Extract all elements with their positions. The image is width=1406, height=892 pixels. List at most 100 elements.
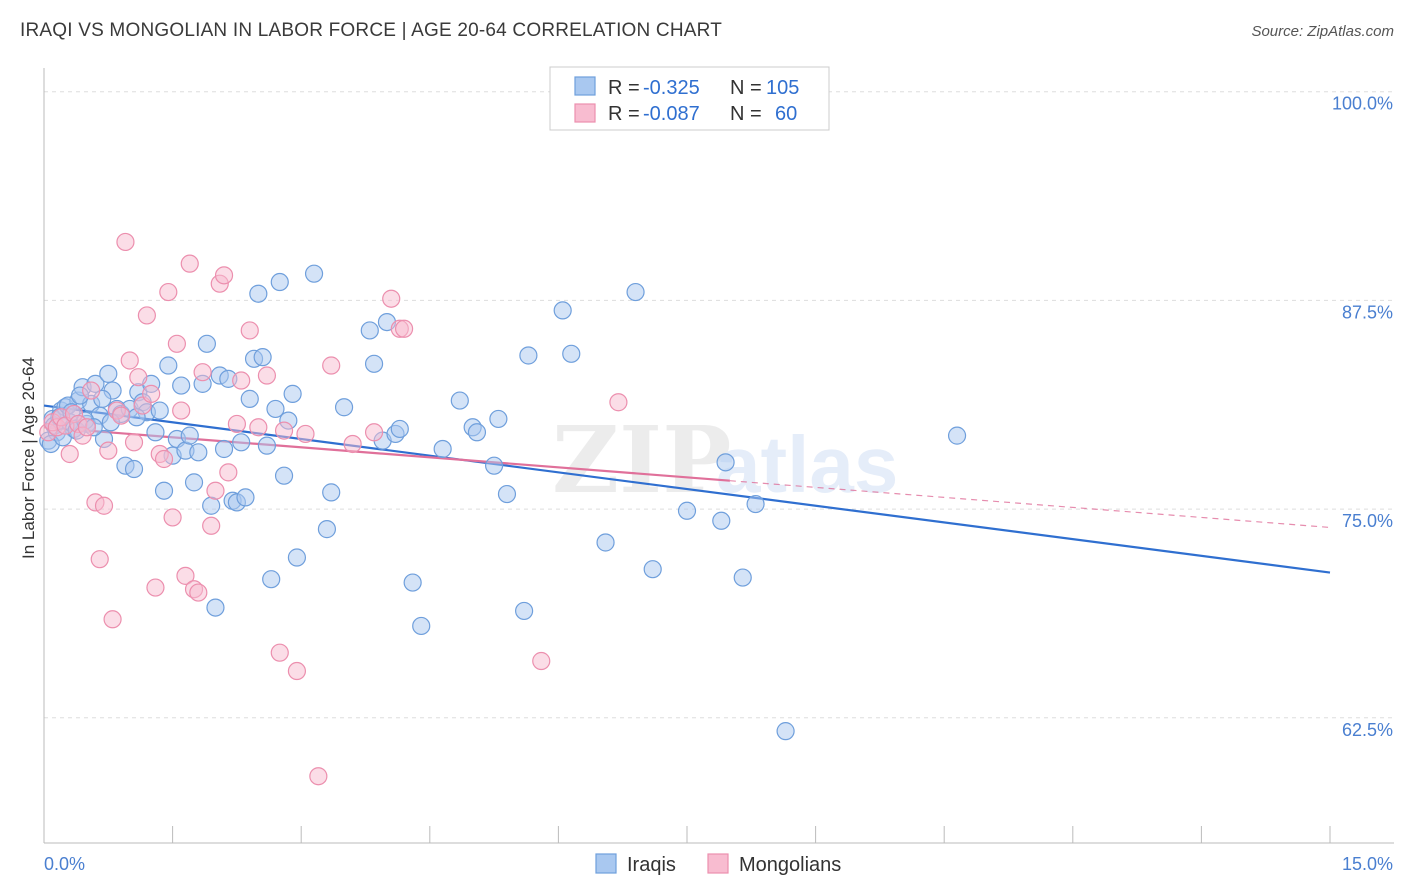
point-mongolians-48 xyxy=(274,421,294,440)
legend-label-mongolians: Mongolians xyxy=(739,854,841,876)
watermark-atlas: atlas xyxy=(716,420,898,509)
stats-n-label-1: N = xyxy=(730,77,762,99)
x-tick-label-1: 15.0% xyxy=(1342,854,1393,874)
point-mongolians-33 xyxy=(180,254,199,273)
point-iraqis-69 xyxy=(412,616,431,636)
point-iraqis-56 xyxy=(283,384,302,403)
point-mongolians-51 xyxy=(309,767,328,786)
point-mongolians-28 xyxy=(159,282,178,302)
y-tick-label-2: 87.5% xyxy=(1342,302,1393,322)
point-iraqis-81 xyxy=(596,533,615,552)
stats-n-value-2: 60 xyxy=(775,103,797,125)
stats-legend: R = -0.325 N = 105 R = -0.087 N = 60 xyxy=(549,66,830,131)
point-iraqis-67 xyxy=(390,419,409,439)
point-iraqis-80 xyxy=(562,344,581,363)
stats-r-value-2: -0.087 xyxy=(643,103,700,125)
point-iraqis-57 xyxy=(287,548,307,567)
point-iraqis-68 xyxy=(403,573,422,592)
point-iraqis-14 xyxy=(99,364,118,383)
point-iraqis-74 xyxy=(485,456,504,475)
point-iraqis-49 xyxy=(253,348,272,367)
point-iraqis-32 xyxy=(180,426,199,445)
point-iraqis-104 xyxy=(150,401,169,420)
point-iraqis-37 xyxy=(202,496,221,515)
point-iraqis-85 xyxy=(712,511,731,530)
point-mongolians-46 xyxy=(257,366,277,385)
source-label: Source: ZipAtlas.com xyxy=(1251,23,1394,40)
point-iraqis-60 xyxy=(322,483,341,502)
stats-r-label-2: R = xyxy=(608,103,640,125)
point-iraqis-50 xyxy=(257,436,277,455)
y-axis-label: In Labor Force | Age 20-64 xyxy=(19,357,38,559)
point-mongolians-24 xyxy=(142,384,161,403)
point-iraqis-44 xyxy=(232,433,251,452)
point-iraqis-38 xyxy=(206,598,225,617)
point-iraqis-46 xyxy=(240,389,259,408)
point-mongolians-38 xyxy=(206,481,225,500)
legend-swatch-mongolians xyxy=(707,853,729,874)
point-mongolians-25 xyxy=(146,578,165,597)
point-mongolians-10 xyxy=(82,381,101,400)
point-iraqis-48 xyxy=(249,284,268,303)
point-iraqis-90 xyxy=(947,426,967,445)
point-mongolians-42 xyxy=(227,414,246,434)
point-mongolians-36 xyxy=(193,363,212,382)
point-iraqis-87 xyxy=(733,568,752,587)
point-mongolians-55 xyxy=(382,289,401,308)
point-iraqis-61 xyxy=(334,398,354,417)
point-mongolians-14 xyxy=(99,441,118,460)
y-tick-label-0: 62.5% xyxy=(1342,720,1393,740)
point-iraqis-89 xyxy=(776,722,795,741)
point-mongolians-44 xyxy=(240,321,259,340)
point-mongolians-35 xyxy=(189,583,208,602)
point-mongolians-58 xyxy=(532,651,551,671)
point-iraqis-36 xyxy=(197,334,216,353)
point-iraqis-40 xyxy=(214,439,234,459)
point-mongolians-50 xyxy=(296,424,315,444)
point-iraqis-88 xyxy=(746,494,765,514)
point-mongolians-23 xyxy=(137,306,156,325)
point-mongolians-53 xyxy=(343,434,362,454)
point-iraqis-77 xyxy=(515,601,534,621)
legend-swatch-iraqis xyxy=(595,853,617,874)
point-mongolians-18 xyxy=(116,232,135,252)
point-mongolians-52 xyxy=(322,356,341,375)
point-iraqis-59 xyxy=(317,520,337,539)
point-mongolians-19 xyxy=(120,351,139,370)
point-mongolians-13 xyxy=(94,496,114,515)
point-mongolians-5 xyxy=(60,444,79,464)
legend-label-iraqis: Iraqis xyxy=(627,854,676,876)
point-iraqis-86 xyxy=(716,453,735,472)
point-iraqis-45 xyxy=(236,488,255,507)
point-mongolians-20 xyxy=(124,433,144,452)
point-iraqis-34 xyxy=(189,443,208,462)
stats-swatch-iraqis xyxy=(574,76,596,96)
point-iraqis-33 xyxy=(184,473,204,492)
point-mongolians-57 xyxy=(394,319,414,338)
point-iraqis-75 xyxy=(489,409,508,429)
series-mongolians xyxy=(39,232,628,786)
x-tick-labels: 0.0% 15.0% xyxy=(44,854,1393,874)
watermark-zip: ZIP xyxy=(552,406,731,514)
point-mongolians-9 xyxy=(77,418,96,437)
point-mongolians-37 xyxy=(202,516,221,535)
point-iraqis-63 xyxy=(364,354,384,373)
point-iraqis-25 xyxy=(146,423,165,442)
point-mongolians-43 xyxy=(232,371,251,390)
data-points xyxy=(39,232,967,786)
stats-n-value-1: 105 xyxy=(766,77,799,99)
point-mongolians-21 xyxy=(129,368,148,387)
point-iraqis-83 xyxy=(643,560,662,579)
point-iraqis-84 xyxy=(677,501,697,520)
point-mongolians-17 xyxy=(112,406,131,425)
axes xyxy=(43,68,1394,844)
point-mongolians-40 xyxy=(214,266,234,285)
stats-r-value-1: -0.325 xyxy=(643,77,700,99)
x-tick-label-0: 0.0% xyxy=(44,854,85,874)
point-iraqis-53 xyxy=(270,272,289,292)
point-iraqis-71 xyxy=(450,391,469,410)
point-mongolians-54 xyxy=(364,423,384,442)
point-mongolians-30 xyxy=(167,334,186,353)
stats-n-label-2: N = xyxy=(730,103,762,125)
chart-title: IRAQI VS MONGOLIAN IN LABOR FORCE | AGE … xyxy=(20,20,723,41)
